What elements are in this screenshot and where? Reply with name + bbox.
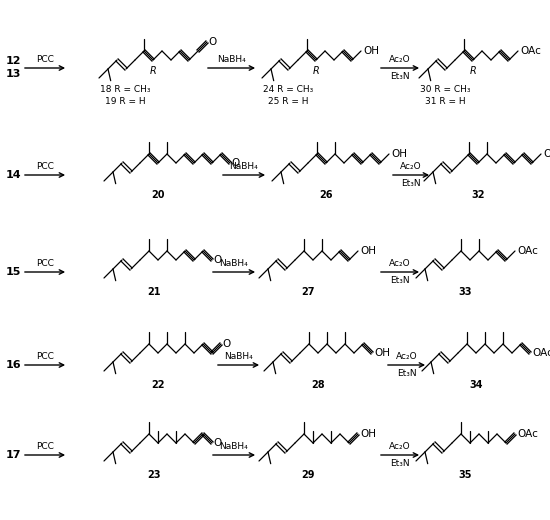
Text: 23: 23 (147, 470, 160, 480)
Text: OAc: OAc (517, 429, 538, 439)
Text: 20: 20 (151, 190, 165, 200)
Text: 25 R = H: 25 R = H (268, 97, 308, 106)
Text: Et₃N: Et₃N (401, 179, 421, 188)
Text: 33: 33 (459, 287, 472, 297)
Text: Ac₂O: Ac₂O (395, 352, 417, 361)
Text: O: O (231, 158, 239, 168)
Text: PCC: PCC (36, 162, 54, 171)
Text: 21: 21 (147, 287, 160, 297)
Text: OAc: OAc (543, 149, 550, 159)
Text: R: R (470, 66, 476, 76)
Text: NaBH₄: NaBH₄ (230, 162, 258, 171)
Text: OAc: OAc (520, 46, 541, 56)
Text: Ac₂O: Ac₂O (400, 162, 422, 171)
Text: 27: 27 (302, 287, 315, 297)
Text: OAc: OAc (532, 348, 550, 358)
Text: OH: OH (374, 348, 390, 358)
Text: 15: 15 (6, 267, 21, 277)
Text: R: R (150, 66, 156, 76)
Text: NaBH₄: NaBH₄ (219, 259, 249, 268)
Text: O: O (213, 438, 221, 448)
Text: OAc: OAc (517, 246, 538, 256)
Text: 14: 14 (6, 170, 21, 180)
Text: R: R (312, 66, 320, 76)
Text: 17: 17 (6, 450, 21, 460)
Text: 16: 16 (6, 360, 21, 370)
Text: 18 R = CH₃: 18 R = CH₃ (100, 85, 150, 94)
Text: 30 R = CH₃: 30 R = CH₃ (420, 85, 470, 94)
Text: 24 R = CH₃: 24 R = CH₃ (263, 85, 313, 94)
Text: Ac₂O: Ac₂O (389, 442, 411, 451)
Text: 32: 32 (471, 190, 485, 200)
Text: Ac₂O: Ac₂O (389, 55, 411, 64)
Text: O: O (213, 255, 221, 265)
Text: NaBH₄: NaBH₄ (217, 55, 246, 64)
Text: Et₃N: Et₃N (390, 72, 410, 81)
Text: PCC: PCC (36, 259, 54, 268)
Text: Et₃N: Et₃N (390, 459, 410, 468)
Text: Et₃N: Et₃N (390, 276, 410, 285)
Text: 29: 29 (302, 470, 315, 480)
Text: PCC: PCC (36, 352, 54, 361)
Text: PCC: PCC (36, 442, 54, 451)
Text: NaBH₄: NaBH₄ (224, 352, 253, 361)
Text: OH: OH (363, 46, 379, 56)
Text: O: O (208, 37, 216, 47)
Text: Ac₂O: Ac₂O (389, 259, 411, 268)
Text: OH: OH (360, 429, 376, 439)
Text: NaBH₄: NaBH₄ (219, 442, 249, 451)
Text: PCC: PCC (36, 55, 54, 64)
Text: 19 R = H: 19 R = H (104, 97, 145, 106)
Text: 31 R = H: 31 R = H (425, 97, 465, 106)
Text: 34: 34 (469, 380, 483, 390)
Text: 13: 13 (6, 69, 21, 79)
Text: 35: 35 (459, 470, 472, 480)
Text: O: O (222, 339, 230, 349)
Text: OH: OH (360, 246, 376, 256)
Text: 26: 26 (319, 190, 333, 200)
Text: 22: 22 (151, 380, 165, 390)
Text: OH: OH (391, 149, 407, 159)
Text: 28: 28 (311, 380, 325, 390)
Text: 12: 12 (6, 56, 21, 66)
Text: Et₃N: Et₃N (397, 369, 416, 378)
